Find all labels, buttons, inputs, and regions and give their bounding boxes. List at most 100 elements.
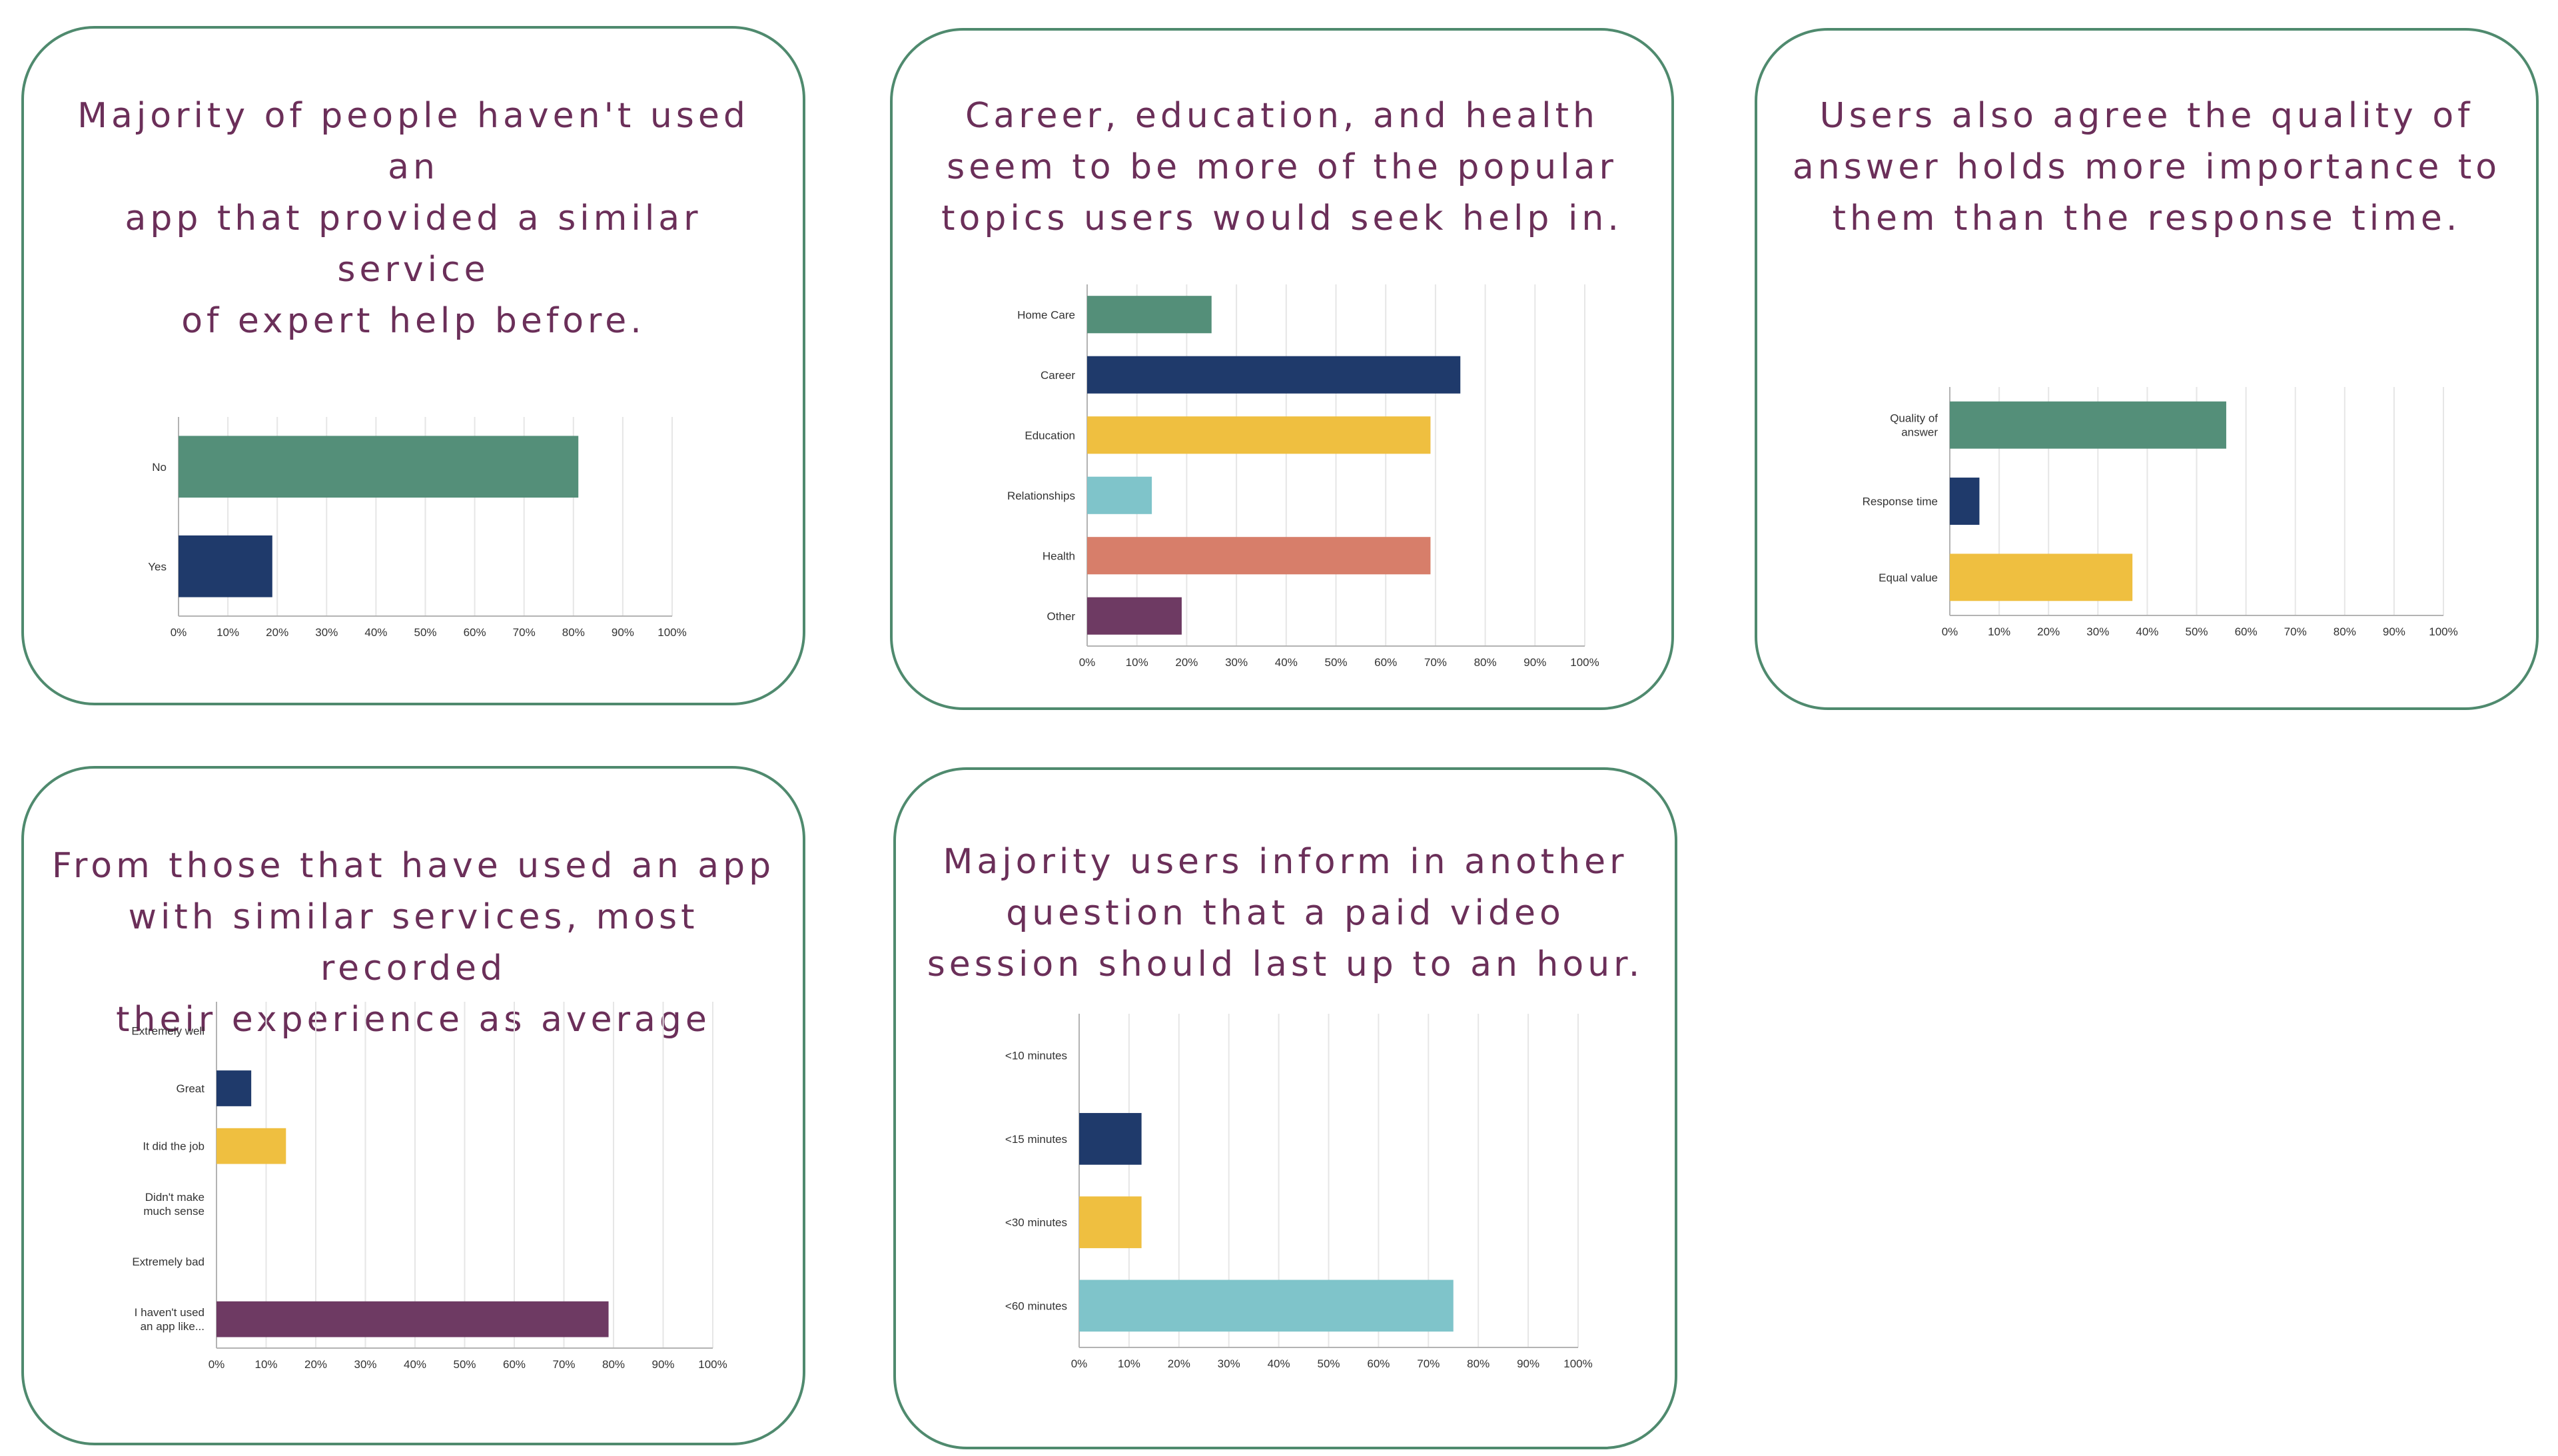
x-tick-label: 60%	[503, 1358, 526, 1371]
x-tick-label: 70%	[552, 1358, 575, 1371]
category-label: Extremely well	[131, 1024, 205, 1037]
chart-card-session-length: Majority users inform in another questio…	[893, 767, 1677, 1449]
category-label: I haven't used an app like...	[135, 1306, 205, 1333]
category-label: Health	[1043, 549, 1075, 562]
chart-card-popular-topics: Career, education, and health seem to be…	[890, 28, 1674, 710]
x-tick-label: 60%	[1367, 1357, 1390, 1370]
bar	[1950, 401, 2226, 449]
x-tick-label: 10%	[1988, 625, 2010, 638]
bar	[1087, 296, 1212, 334]
x-tick-label: 40%	[1275, 656, 1298, 669]
category-label: <15 minutes	[1005, 1133, 1067, 1146]
x-tick-label: 100%	[2429, 625, 2457, 638]
category-label: It did the job	[143, 1140, 205, 1153]
x-tick-label: 80%	[1474, 656, 1497, 669]
x-tick-label: 70%	[2284, 625, 2307, 638]
card-title: From those that have used an app with si…	[51, 846, 775, 1040]
chart-card-answer-quality: Users also agree the quality of answer h…	[1755, 28, 2539, 710]
x-tick-label: 40%	[404, 1358, 426, 1371]
bar	[179, 535, 272, 597]
category-label: Great	[176, 1082, 205, 1095]
x-tick-label: 50%	[1324, 656, 1347, 669]
x-tick-label: 40%	[1268, 1357, 1290, 1370]
bar-chart-prior-app-use: 0% 10% 20% 30% 40% 50% 60% 70% 80% 90% 100% No Yes	[148, 417, 687, 639]
category-label: Quality of answer	[1890, 412, 1938, 439]
bar-chart-session-length: 0% 10% 20% 30% 40% 50% 60% 70% 80% 90% 100% <10 min…	[1005, 1014, 1593, 1370]
x-tick-label: 50%	[1317, 1357, 1340, 1370]
x-tick-label: 50%	[2185, 625, 2208, 638]
x-tick-label: 20%	[1168, 1357, 1190, 1370]
x-tick-label: 20%	[2037, 625, 2060, 638]
bar	[179, 436, 579, 498]
category-label: Extremely bad	[132, 1256, 205, 1268]
card-title: Majority of people haven't used an app t…	[77, 96, 749, 341]
bar	[1087, 476, 1152, 514]
category-label: Home Care	[1017, 308, 1075, 321]
category-label: Other	[1047, 610, 1075, 623]
category-label: Relationships	[1007, 490, 1075, 502]
x-tick-label: 100%	[698, 1358, 727, 1371]
category-label: Equal value	[1879, 571, 1938, 584]
x-tick-label: 40%	[364, 626, 387, 639]
chart-card-prior-app-use: Majority of people haven't used an app t…	[21, 26, 805, 705]
x-tick-label: 10%	[1126, 656, 1148, 669]
x-tick-label: 60%	[464, 626, 486, 639]
category-label: <10 minutes	[1005, 1050, 1067, 1062]
x-tick-label: 0%	[171, 626, 187, 639]
bar	[1087, 356, 1461, 394]
x-tick-label: 80%	[562, 626, 585, 639]
chart-card-app-experience: From those that have used an app with si…	[21, 766, 805, 1445]
x-tick-label: 70%	[513, 626, 536, 639]
x-tick-label: 80%	[1467, 1357, 1490, 1370]
x-tick-label: 0%	[1079, 656, 1096, 669]
bar	[1087, 416, 1431, 454]
bar	[216, 1070, 252, 1106]
x-tick-label: 100%	[1563, 1357, 1592, 1370]
x-tick-label: 60%	[1374, 656, 1397, 669]
x-tick-label: 0%	[1942, 625, 1958, 638]
card-title: Users also agree the quality of answer h…	[1792, 96, 2501, 238]
x-tick-label: 100%	[657, 626, 686, 639]
x-tick-label: 30%	[2086, 625, 2109, 638]
x-tick-label: 30%	[1218, 1357, 1240, 1370]
x-tick-label: 50%	[453, 1358, 476, 1371]
bar-chart-popular-topics: 0% 10% 20% 30% 40% 50% 60% 70% 80% 90% 100% Home Ca…	[1007, 284, 1599, 669]
category-label: No	[152, 461, 167, 474]
bar	[1950, 478, 1980, 525]
bar	[1079, 1196, 1142, 1248]
card-title: Majority users inform in another questio…	[927, 842, 1644, 984]
category-label: Career	[1041, 369, 1075, 382]
x-tick-label: 100%	[1570, 656, 1599, 669]
x-tick-label: 10%	[254, 1358, 277, 1371]
bar	[1950, 553, 2133, 601]
x-tick-label: 10%	[1118, 1357, 1140, 1370]
bar-chart-answer-quality: 0% 10% 20% 30% 40% 50% 60% 70% 80% 90% 100% Quality…	[1863, 387, 2458, 638]
category-label: <30 minutes	[1005, 1216, 1067, 1229]
bar	[216, 1128, 286, 1164]
x-tick-label: 20%	[266, 626, 288, 639]
bar-chart-app-experience: 0% 10% 20% 30% 40% 50% 60% 70% 80% 90% 100% Extreme…	[131, 1002, 727, 1371]
category-label: <60 minutes	[1005, 1299, 1067, 1312]
x-tick-label: 70%	[1424, 656, 1447, 669]
x-tick-label: 30%	[1225, 656, 1248, 669]
x-tick-label: 90%	[2383, 625, 2405, 638]
x-tick-label: 40%	[2136, 625, 2158, 638]
x-tick-label: 90%	[1517, 1357, 1539, 1370]
x-tick-label: 90%	[1523, 656, 1546, 669]
x-tick-label: 20%	[1175, 656, 1198, 669]
category-label: Didn't make much sense	[143, 1191, 205, 1218]
card-title: Career, education, and health seem to be…	[941, 96, 1623, 238]
x-tick-label: 60%	[2235, 625, 2258, 638]
x-tick-label: 0%	[209, 1358, 225, 1371]
x-tick-label: 70%	[1417, 1357, 1440, 1370]
category-label: Education	[1025, 429, 1075, 442]
x-tick-label: 30%	[315, 626, 338, 639]
x-tick-label: 30%	[354, 1358, 376, 1371]
bar	[1079, 1279, 1454, 1332]
category-label: Yes	[148, 560, 167, 573]
bar	[1087, 597, 1182, 635]
x-tick-label: 10%	[216, 626, 239, 639]
bar	[1087, 537, 1431, 575]
bar	[1079, 1113, 1142, 1165]
category-label: Response time	[1863, 496, 1938, 508]
